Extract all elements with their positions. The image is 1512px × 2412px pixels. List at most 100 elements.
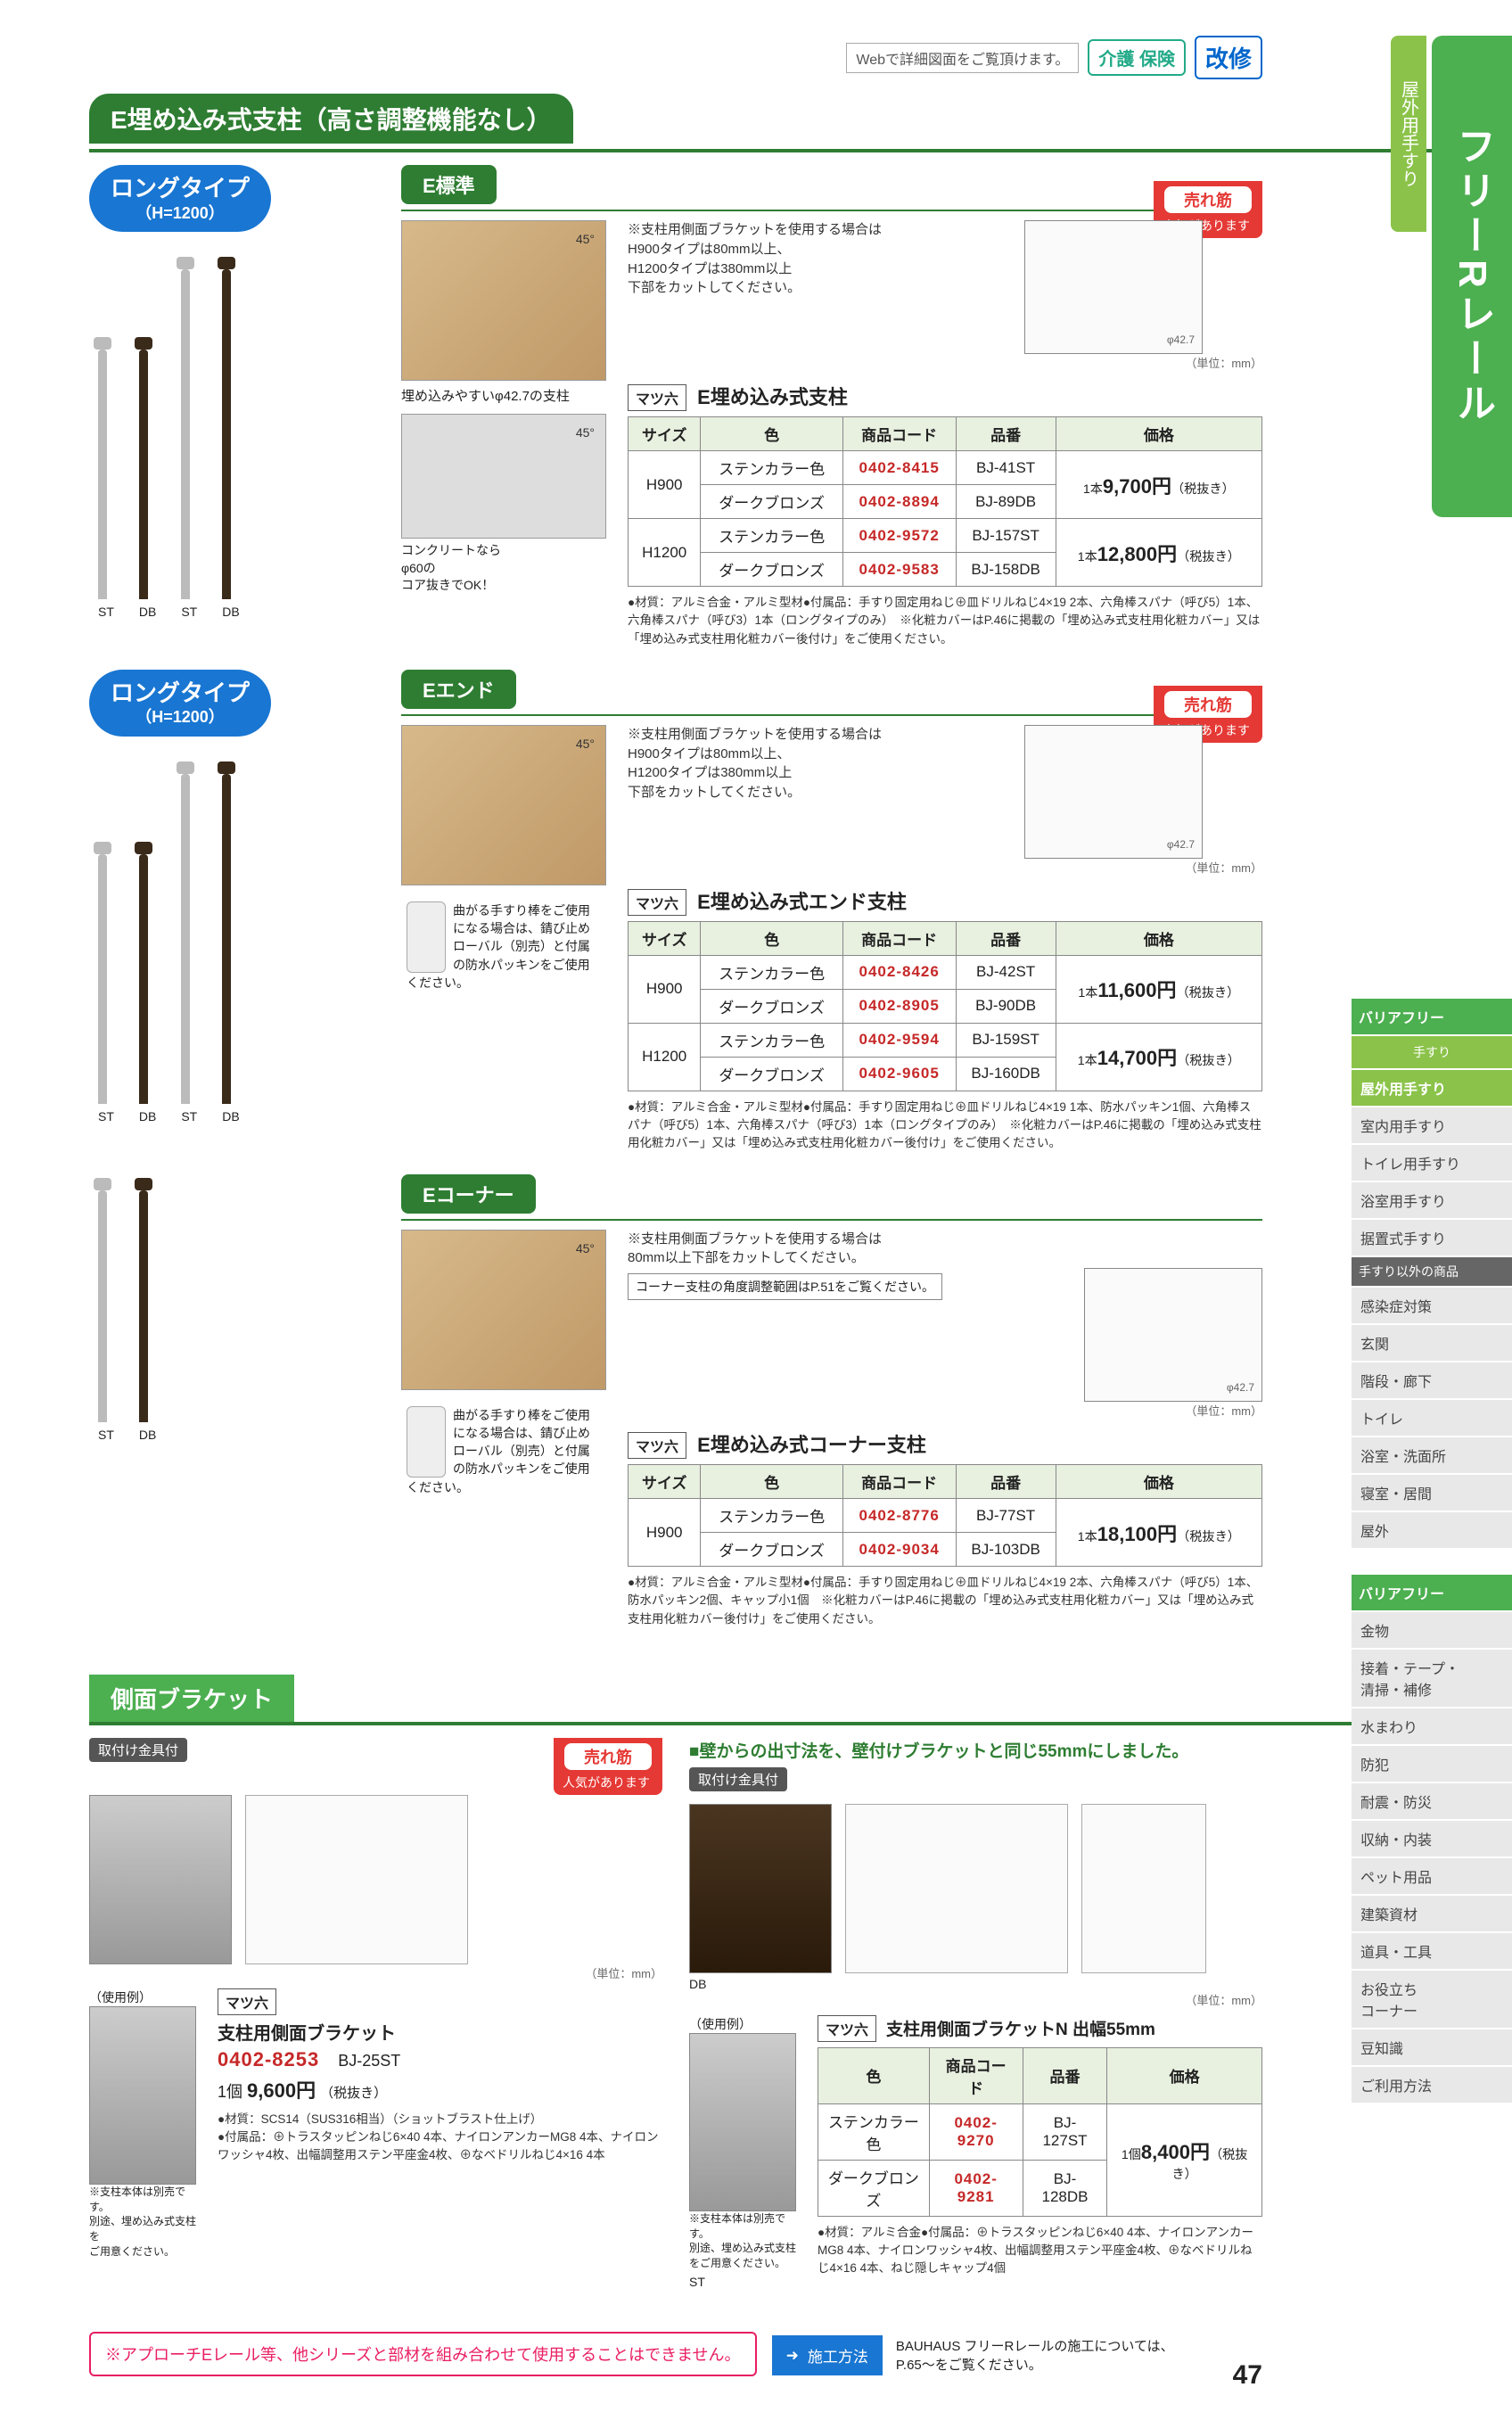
cell: BJ-90DB	[956, 989, 1056, 1023]
product-name: 支柱用側面ブラケット	[218, 2019, 662, 2045]
nav-item[interactable]: 金物	[1352, 1612, 1512, 1648]
cell: 0402-9270	[929, 2103, 1023, 2160]
material-note: ●材質：アルミ合金・アルミ型材●付属品：手すり固定用ねじ⊕皿ドリルねじ4×19 …	[628, 1099, 1262, 1153]
nav-item[interactable]: 寝室・居間	[1352, 1475, 1512, 1511]
cell: ステンカラー色	[701, 1499, 842, 1533]
nav-subheading: 手すり	[1352, 1036, 1512, 1068]
bracket-photo	[89, 1795, 232, 1964]
post-label: DB	[222, 1109, 239, 1124]
install-note: BAUHAUS フリーRレールの施工については、 P.65～をご覧ください。	[896, 2337, 1174, 2375]
post-db-1200	[222, 269, 231, 599]
nav-item[interactable]: 玄関	[1352, 1325, 1512, 1361]
post-label: DB	[139, 605, 156, 619]
nav-item[interactable]: 耐震・防災	[1352, 1783, 1512, 1819]
col: 色	[818, 2047, 930, 2103]
nav-item[interactable]: 感染症対策	[1352, 1288, 1512, 1323]
nav-item[interactable]: 建築資材	[1352, 1896, 1512, 1931]
post-label: DB	[139, 1428, 156, 1442]
use-note: ※支柱本体は別売です。 別途、埋め込み式支柱 をご用意ください。	[689, 2211, 805, 2271]
cell-color: ダークブロンズ	[701, 553, 842, 587]
nav-item[interactable]: 屋外	[1352, 1512, 1512, 1548]
nav-item[interactable]: 浴室・洗面所	[1352, 1437, 1512, 1473]
category-tab-sub[interactable]: 屋外用手すり	[1391, 36, 1426, 232]
photo-label: DB	[689, 1977, 1262, 1991]
nav-item[interactable]: 収納・内装	[1352, 1821, 1512, 1856]
cell-pn: BJ-157ST	[956, 519, 1056, 553]
product-code: 0402-8253	[218, 2048, 319, 2070]
product-name: E埋め込み式エンド支柱	[697, 891, 907, 913]
section-title: E埋め込み式支柱（高さ調整機能なし）	[89, 94, 573, 144]
nav-item[interactable]: 屋外用手すり	[1352, 1070, 1512, 1106]
photo-label: ST	[689, 2275, 805, 2289]
post-label: ST	[98, 1109, 114, 1124]
nav-item[interactable]: 階段・廊下	[1352, 1362, 1512, 1398]
use-example: （使用例）	[89, 1988, 205, 2006]
nav-item[interactable]: お役立ち コーナー	[1352, 1971, 1512, 2028]
cell: H1200	[629, 1023, 701, 1091]
nav-item[interactable]: 水まわり	[1352, 1708, 1512, 1744]
post-illustration: ST DB	[89, 1174, 383, 1442]
nav-item[interactable]: トイレ	[1352, 1400, 1512, 1436]
post-st	[98, 1190, 107, 1422]
cell: 0402-9594	[842, 1023, 956, 1057]
post-db-900	[139, 350, 148, 599]
col-color: 色	[701, 417, 842, 451]
install-method-link[interactable]: ➜ 施工方法	[772, 2335, 883, 2375]
nav-item[interactable]: トイレ用手すり	[1352, 1145, 1512, 1181]
category-tab-main[interactable]: フリーRレール	[1432, 36, 1512, 517]
cell-code: 0402-9572	[842, 519, 956, 553]
nav-item[interactable]: ご利用方法	[1352, 2067, 1512, 2103]
table-row: ステンカラー色0402-9270BJ-127ST1個8,400円（税抜き）	[818, 2103, 1262, 2160]
nav-item[interactable]: 接着・テープ・ 清掃・補修	[1352, 1650, 1512, 1707]
product-photo-2	[401, 414, 606, 539]
table-row: H900 ステンカラー色 0402-8415 BJ-41ST 1本9,700円（…	[629, 451, 1262, 485]
col: 品番	[956, 1465, 1056, 1499]
brand-badge: マツ六	[818, 2015, 876, 2042]
material-note: ●材質：アルミ合金・アルミ型材●付属品：手すり固定用ねじ⊕皿ドリルねじ4×19 …	[628, 594, 1262, 648]
subsection-badge: E標準	[401, 165, 497, 204]
bottle-icon	[407, 1406, 446, 1478]
nav-item[interactable]: 防犯	[1352, 1746, 1512, 1782]
cell: ステンカラー色	[701, 955, 842, 989]
use-note: ※支柱本体は別売です。 別途、埋め込み式支柱を ご用意ください。	[89, 2185, 205, 2260]
cell-size: H1200	[629, 519, 701, 587]
material-note: ●材質：SCS14（SUS316相当）（ショットブラスト仕上げ） ●付属品：⊕ト…	[218, 2111, 662, 2165]
nav-item[interactable]: 浴室用手すり	[1352, 1182, 1512, 1218]
product-table-end: サイズ色商品コード品番価格 H900ステンカラー色0402-8426BJ-42S…	[628, 921, 1262, 1091]
bracket-dimension	[845, 1804, 1068, 1973]
nav-item[interactable]: ペット用品	[1352, 1858, 1512, 1894]
bracket-dimension	[245, 1795, 468, 1964]
post-illustration: ST DB ST DB	[89, 244, 383, 619]
tax: （税抜き）	[320, 2086, 387, 2101]
table-row: H1200ステンカラー色0402-9594BJ-159ST1本14,700円（税…	[629, 1023, 1262, 1057]
col-size: サイズ	[629, 417, 701, 451]
unit-note: （単位：mm）	[89, 1964, 662, 1981]
post-label: ST	[98, 1428, 114, 1442]
nav-item[interactable]: 豆知識	[1352, 2029, 1512, 2065]
unit-note: （単位：mm）	[628, 354, 1262, 371]
cell: ダークブロンズ	[701, 1533, 842, 1567]
product-title: マツ六 E埋め込み式支柱	[628, 382, 1262, 411]
side-nav: バリアフリー 手すり 屋外用手すり 室内用手すり トイレ用手すり 浴室用手すり …	[1352, 999, 1512, 2104]
side-tabs: フリーRレール 屋外用手すり バリアフリー 手すり 屋外用手すり 室内用手すり …	[1280, 0, 1512, 2140]
post-illustration: ST DB ST DB	[89, 749, 383, 1124]
bracket-dimension-2	[1081, 1804, 1206, 1973]
bestseller-badge: 人気があります	[554, 1738, 662, 1795]
col: 品番	[956, 921, 1056, 955]
subsection-rule	[401, 1219, 1262, 1221]
cell: BJ-77ST	[956, 1499, 1056, 1533]
cell-size: H900	[629, 451, 701, 519]
type-badge-long: ロングタイプ （H=1200）	[89, 670, 271, 737]
cell: ステンカラー色	[701, 1023, 842, 1057]
col: 品番	[1023, 2047, 1107, 2103]
mount-badge: 取付け金具付	[689, 1767, 787, 1791]
product-title: マツ六 E埋め込み式エンド支柱	[628, 886, 1262, 916]
cell-pn: BJ-41ST	[956, 451, 1056, 485]
post-db	[222, 774, 231, 1104]
nav-item[interactable]: 据置式手すり	[1352, 1220, 1512, 1255]
nav-item[interactable]: 室内用手すり	[1352, 1107, 1512, 1143]
nav-item[interactable]: 道具・工具	[1352, 1933, 1512, 1969]
renovation-badge: 改修	[1195, 36, 1262, 79]
cell: ダークブロンズ	[818, 2160, 930, 2216]
cell-color: ステンカラー色	[701, 519, 842, 553]
